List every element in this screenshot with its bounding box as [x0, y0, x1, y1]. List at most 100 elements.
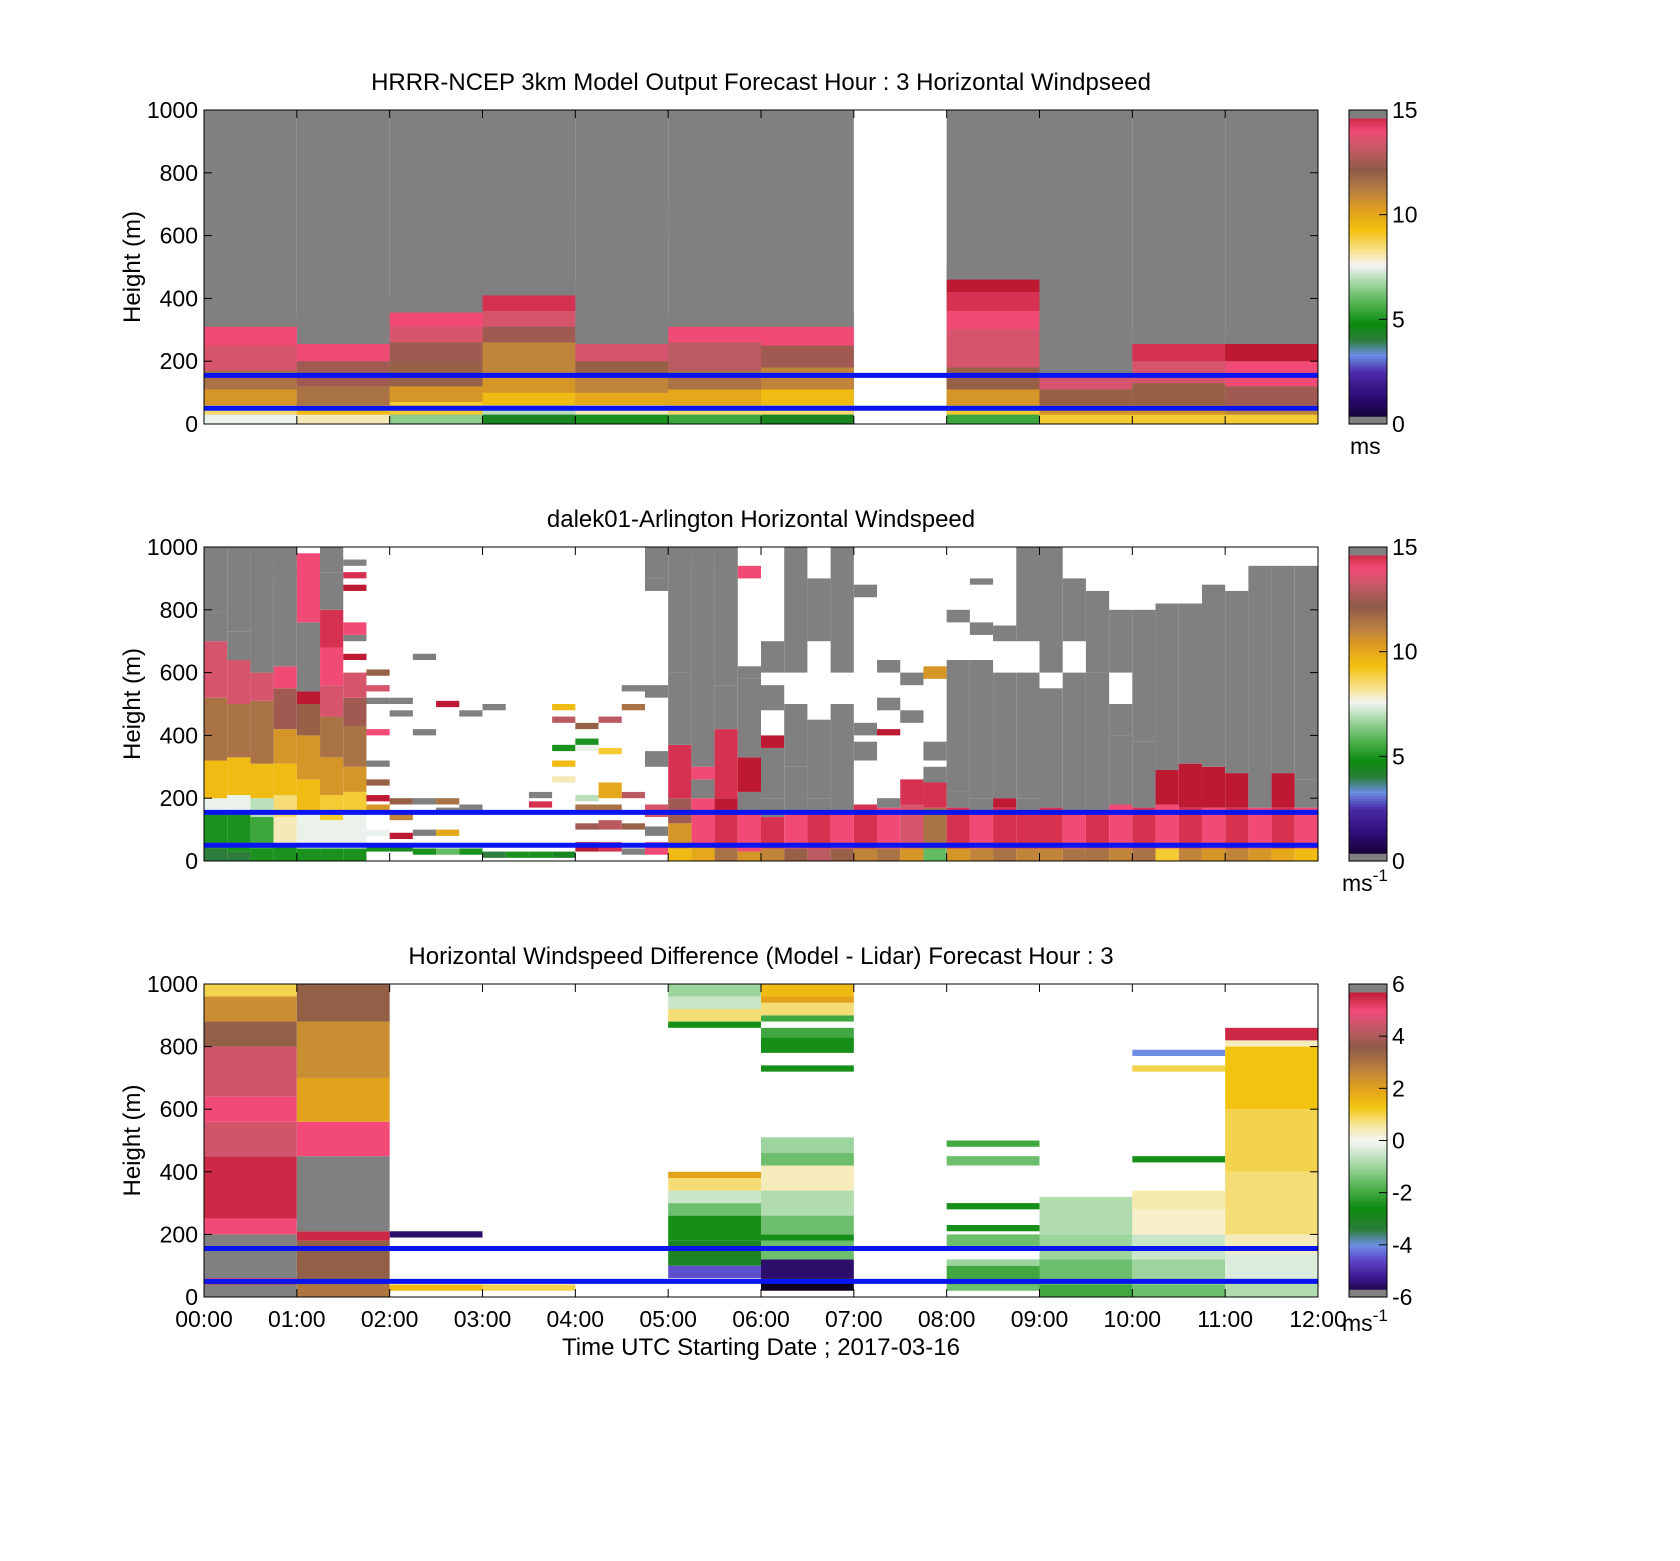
heatmap-cell: [273, 666, 297, 689]
colorbar-segment: [1349, 162, 1387, 166]
colorbar-segment: [1349, 847, 1387, 852]
heatmap-cell: [1109, 735, 1133, 805]
heatmap-cell: [1039, 414, 1133, 424]
heatmap-cell: [946, 1234, 1040, 1247]
heatmap-cell: [575, 204, 669, 236]
colorbar-tick-label: -4: [1392, 1232, 1413, 1258]
heatmap-cell: [204, 1156, 297, 1219]
colorbar-segment: [1349, 230, 1387, 234]
colorbar-segment: [1349, 1286, 1387, 1290]
heatmap-cell: [389, 296, 483, 313]
heatmap-cell: [1201, 807, 1226, 849]
colorbar-segment: [1349, 1231, 1387, 1235]
colorbar-segment: [1349, 321, 1387, 326]
heatmap-cell: [598, 747, 622, 755]
colorbar-segment: [1349, 1205, 1387, 1209]
colorbar-segment: [1349, 1054, 1387, 1058]
y-tick-label: 200: [160, 348, 198, 374]
heatmap-cell: [296, 622, 321, 692]
colorbar-segment: [1349, 180, 1387, 184]
heatmap-cell: [296, 691, 321, 704]
heatmap-cell: [296, 1231, 390, 1241]
heatmap-cell: [644, 547, 669, 579]
heatmap-cell: [320, 685, 344, 717]
colorbar-segment: [1349, 1111, 1387, 1116]
heatmap-cell: [668, 1203, 761, 1216]
heatmap-cell: [993, 807, 1017, 849]
colorbar-segment: [1349, 662, 1387, 666]
heatmap-cell: [366, 729, 390, 736]
colorbar-segment: [1349, 175, 1387, 179]
heatmap-cell: [320, 757, 344, 796]
heatmap-cell: [1294, 565, 1318, 780]
colorbar-segment: [1349, 651, 1387, 655]
heatmap-cell: [1132, 1190, 1226, 1210]
colorbar-segment: [1349, 748, 1387, 752]
heatmap-cell: [1132, 1209, 1226, 1235]
heatmap-cell: [1225, 1109, 1318, 1172]
colorbar-segment: [1349, 222, 1387, 226]
colorbar-tick-label: 5: [1392, 743, 1405, 769]
heatmap-cell: [621, 685, 645, 692]
colorbar-segment: [1349, 709, 1387, 713]
colorbar-segment: [1349, 1197, 1387, 1202]
x-tick-label: 08:00: [918, 1306, 976, 1332]
heatmap-cell: [668, 848, 692, 861]
heatmap-cell: [1039, 848, 1063, 861]
heatmap-cell: [320, 647, 344, 686]
heatmap-cell: [946, 1259, 1040, 1266]
heatmap-cell: [1039, 343, 1133, 374]
colorbar-segment: [1349, 1075, 1387, 1079]
heatmap-cell: [343, 848, 367, 861]
x-tick-label: 03:00: [454, 1306, 512, 1332]
heatmap-cell: [204, 848, 228, 861]
colorbar-segment: [1349, 235, 1387, 239]
colorbar-segment: [1349, 1153, 1387, 1157]
colorbar-segment: [1349, 659, 1387, 663]
heatmap-cell: [1225, 848, 1249, 861]
heatmap-cell: [343, 572, 367, 579]
heatmap-cell: [204, 641, 228, 698]
heatmap-cell: [343, 766, 367, 792]
colorbar-segment: [1349, 615, 1387, 619]
colorbar-segment: [1349, 792, 1387, 797]
colorbar-segment: [1349, 1010, 1387, 1014]
colorbar-segment: [1349, 607, 1387, 611]
colorbar-segment: [1349, 337, 1387, 341]
colorbar-segment: [1349, 1208, 1387, 1212]
heatmap-cell: [343, 622, 367, 635]
heatmap-cell: [621, 823, 645, 830]
colorbar-segment: [1349, 340, 1387, 344]
heatmap-cell: [969, 810, 994, 849]
heatmap-cell: [1132, 1156, 1226, 1163]
colorbar-segment: [1349, 1020, 1387, 1024]
colorbar-segment: [1349, 248, 1387, 252]
heatmap-cell: [482, 392, 576, 406]
heatmap-cell: [691, 547, 715, 563]
colorbar-segment: [1349, 170, 1387, 174]
heatmap-cell: [853, 722, 878, 736]
heatmap-cell: [714, 848, 738, 861]
panel-3: Horizontal Windspeed Difference (Model -…: [119, 943, 1413, 1361]
heatmap-cell: [366, 779, 390, 786]
colorbar-segment: [1349, 1028, 1387, 1032]
colorbar-segment: [1349, 335, 1387, 339]
heatmap-cell: [1132, 609, 1156, 742]
colorbar-segment: [1349, 1291, 1387, 1295]
heatmap-cell: [296, 1077, 390, 1122]
colorbar-segment: [1349, 667, 1387, 671]
colorbar-unit: ms: [1350, 433, 1381, 459]
heatmap-cell: [807, 848, 831, 861]
heatmap-cell: [668, 414, 761, 424]
colorbar-segment: [1349, 813, 1387, 818]
colorbar-segment: [1349, 384, 1387, 388]
heatmap-cell: [853, 804, 878, 849]
heatmap-cell: [204, 547, 228, 613]
heatmap-cell: [389, 386, 483, 403]
heatmap-cell: [1109, 848, 1133, 861]
y-tick-label: 200: [160, 785, 198, 811]
heatmap-cell: [900, 779, 924, 805]
heatmap-cell: [204, 1021, 297, 1047]
colorbar-segment: [1349, 408, 1387, 412]
heatmap-cell: [273, 845, 297, 861]
